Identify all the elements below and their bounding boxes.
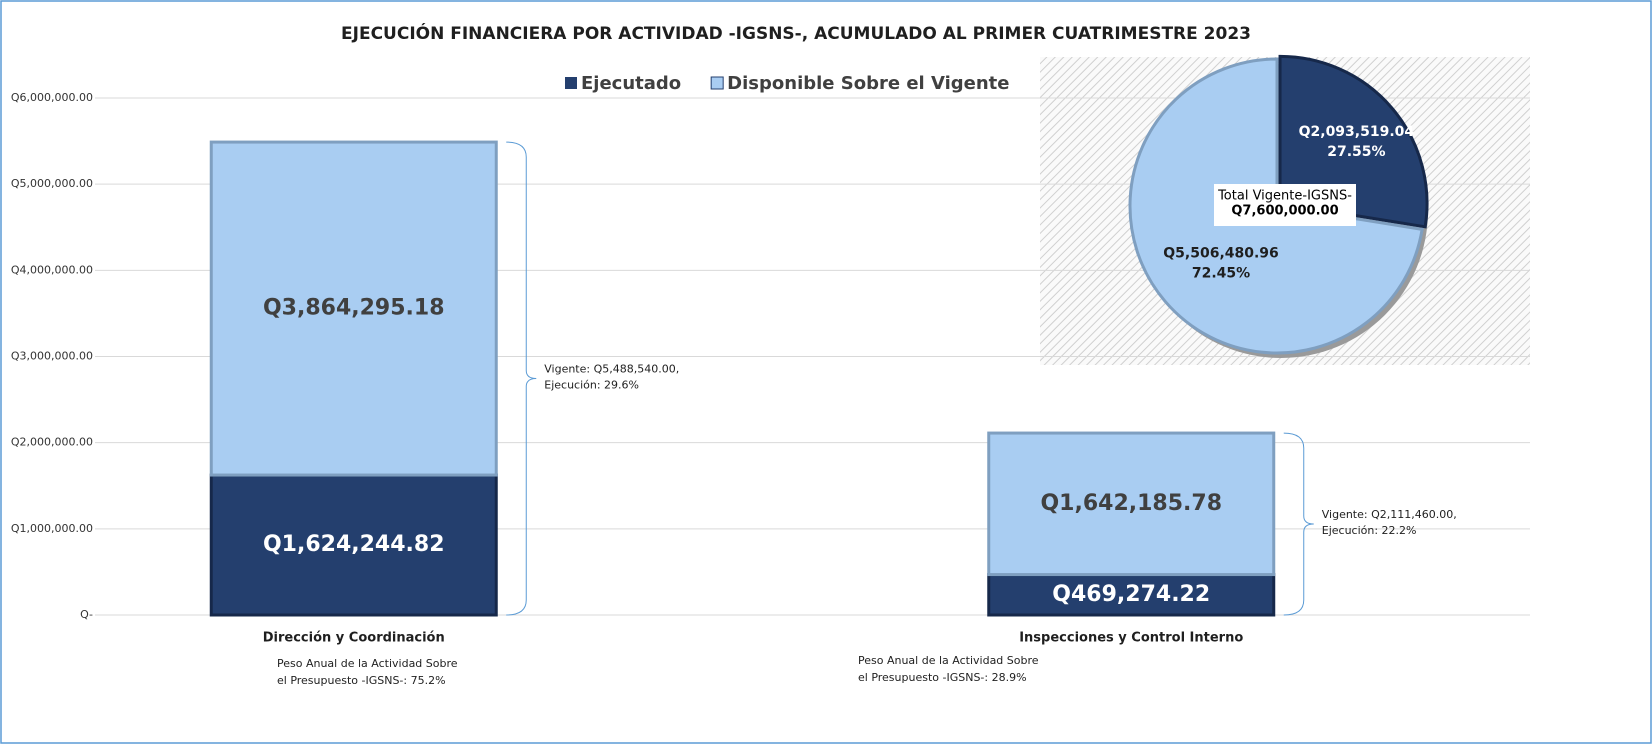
pie-value-label: Q5,506,480.96 [1163,246,1279,262]
legend-label: Disponible Sobre el Vigente [727,73,1009,94]
pie-percent-label: 27.55% [1327,144,1385,160]
note: Peso Anual de la Actividad Sobre [277,657,458,670]
annotation: Ejecución: 29.6% [544,379,639,392]
bar [209,140,498,477]
bar [987,431,1276,577]
chart-title: EJECUCIÓN FINANCIERA POR ACTIVIDAD -IGSN… [341,22,1251,44]
x-tick-label: Inspecciones y Control Interno [1019,631,1243,646]
annotation: Ejecución: 22.2% [1322,524,1417,537]
y-tick-label: Q2,000,000.00 [11,436,93,449]
note: el Presupuesto -IGSNS-: 28.9% [858,671,1027,684]
bar-value-label: Q3,864,295.18 [263,296,445,321]
bar [209,473,498,617]
annotation: Vigente: Q5,488,540.00, [544,363,679,376]
brace [506,141,537,616]
note: el Presupuesto -IGSNS-: 75.2% [277,674,446,687]
y-tick-label: Q- [80,608,93,621]
bar-value-label: Q469,274.22 [1052,582,1210,607]
note: Peso Anual de la Actividad Sobre [858,654,1039,667]
y-tick-label: Q6,000,000.00 [11,91,93,104]
brace [1283,432,1314,616]
bar [987,573,1276,617]
y-tick-label: Q1,000,000.00 [11,522,93,535]
pie-center-label: Q7,600,000.00 [1231,204,1338,219]
y-tick-label: Q4,000,000.00 [11,263,93,276]
bar-value-label: Q1,624,244.82 [263,532,445,557]
y-tick-label: Q3,000,000.00 [11,350,93,363]
legend-swatch [565,77,577,89]
annotation: Vigente: Q2,111,460.00, [1322,508,1457,521]
x-tick-label: Dirección y Coordinación [263,631,445,646]
pie-percent-label: 72.45% [1192,266,1250,282]
legend-label: Ejecutado [581,73,681,94]
legend-swatch [710,76,724,90]
pie-value-label: Q2,093,519.04 [1299,124,1415,140]
pie-center-box [1214,184,1356,226]
bar-value-label: Q1,642,185.78 [1040,491,1222,516]
y-tick-label: Q5,000,000.00 [11,177,93,190]
pie-center-label: Total Vigente-IGSNS- [1217,189,1352,204]
